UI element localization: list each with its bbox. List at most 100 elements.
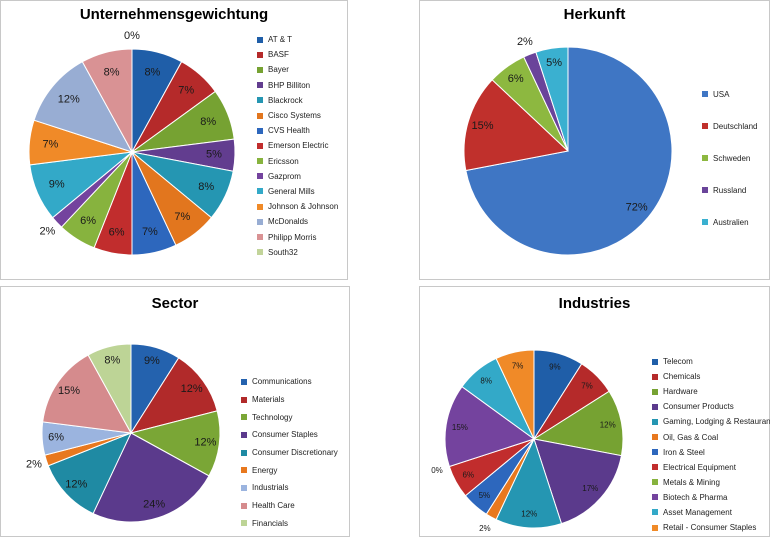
data-label-technology: 12% — [194, 436, 216, 448]
legend-entry-emerson-electric: Emerson Electric — [257, 138, 338, 153]
data-label-consumer-staples: 24% — [143, 498, 165, 510]
legend: AT & T BASF Bayer BHP Billiton Blackrock Cisc… — [257, 32, 338, 260]
legend-swatch — [241, 396, 247, 403]
legend-swatch — [652, 464, 658, 471]
chart-panel-herkunft: Herkunft 72% 15% 6% 2% 5% USA Deutschland Schw… — [419, 0, 770, 280]
legend-label: Schweden — [713, 153, 751, 163]
legend-label: Gazprom — [268, 171, 301, 181]
data-label-deutschland: 15% — [471, 120, 493, 132]
legend-label: Ericsson — [268, 156, 299, 166]
legend-swatch — [652, 524, 658, 531]
legend: Telecom Chemicals Hardware Consumer Product… — [652, 354, 770, 535]
data-label-consumer-discretionary: 12% — [65, 478, 87, 490]
legend-swatch — [652, 388, 658, 395]
legend-entry-iron-steel: Iron & Steel — [652, 445, 770, 460]
legend-label: Electrical Equipment — [663, 462, 736, 472]
pie-chart: 9% 7% 12% 17% 12% 2% 5% 6% 0% 15% 8% 7% — [431, 349, 624, 533]
pie-slice-financials — [87, 343, 132, 434]
legend-entry-energy: Energy — [241, 461, 338, 479]
legend-swatch — [257, 173, 263, 180]
legend-swatch — [257, 234, 263, 241]
legend-entry-hardware: Hardware — [652, 384, 770, 399]
legend-label: Australien — [713, 217, 749, 227]
legend-swatch — [702, 123, 708, 129]
legend-entry-australien: Australien — [702, 206, 757, 238]
legend-label: Cisco Systems — [268, 111, 321, 121]
legend-swatch — [652, 373, 658, 380]
legend-label: CVS Health — [268, 126, 310, 136]
legend-swatch — [652, 494, 658, 501]
legend-swatch — [702, 155, 708, 161]
data-label-communications: 9% — [144, 355, 160, 367]
chart-title: Sector — [151, 295, 199, 312]
legend-entry-financials: Financials — [241, 515, 338, 533]
legend-entry-materials: Materials — [241, 391, 338, 409]
legend-entry-retail-consumer-staples: Retail - Consumer Staples — [652, 520, 770, 535]
legend-entry-general-mills: General Mills — [257, 184, 338, 199]
chart-title: Industries — [558, 295, 631, 312]
legend-swatch — [257, 66, 263, 73]
legend-swatch — [702, 187, 708, 193]
legend-swatch — [257, 249, 263, 256]
chart-panel-unternehmensgewichtung: Unternehmensgewichtung 8% 7% 8% 5% 8% 7% 7% 6% 6… — [0, 0, 348, 280]
legend-entry-russland: Russland — [702, 174, 757, 206]
legend-swatch — [257, 203, 263, 210]
legend-label: Retail - Consumer Staples — [663, 523, 757, 533]
legend-swatch — [241, 414, 247, 421]
legend-swatch — [702, 219, 708, 225]
data-label-iron-steel: 5% — [479, 491, 491, 500]
data-label-chemicals: 7% — [581, 382, 593, 391]
pie-slice-retail-consumer-staples — [495, 349, 535, 440]
pie-chart: 72% 15% 6% 2% 5% — [463, 36, 673, 256]
pie-slice-health-care — [42, 354, 132, 434]
data-label-energy: 2% — [26, 459, 42, 471]
legend-entry-consumer-staples: Consumer Staples — [241, 426, 338, 444]
data-label-basf: 7% — [178, 85, 194, 97]
legend-swatch — [241, 378, 247, 385]
legend-entry-schweden: Schweden — [702, 142, 757, 174]
legend-swatch — [257, 97, 263, 104]
legend-entry-mcdonalds: McDonalds — [257, 214, 338, 229]
pie-slice-biotech-pharma — [444, 385, 536, 468]
legend-entry-ericsson: Ericsson — [257, 154, 338, 169]
legend-swatch — [652, 479, 658, 486]
legend-entry-philipp-morris: Philipp Morris — [257, 229, 338, 244]
data-label-hardware: 12% — [600, 420, 616, 429]
legend-swatch — [652, 418, 658, 425]
legend-swatch — [241, 431, 247, 438]
legend-entry-telecom: Telecom — [652, 354, 770, 369]
legend-entry-oil-gas-coal: Oil, Gas & Coal — [652, 429, 770, 444]
legend-label: Metals & Mining — [663, 477, 720, 487]
data-label-blackrock: 8% — [198, 181, 214, 193]
legend-swatch — [241, 484, 247, 491]
legend: USA Deutschland Schweden Russland Australien — [702, 78, 757, 238]
legend-entry-basf: BASF — [257, 47, 338, 62]
chart-title: Unternehmensgewichtung — [79, 6, 269, 23]
legend-entry-bayer: Bayer — [257, 62, 338, 77]
pie-slice-usa — [465, 46, 673, 256]
chart-panel-sector: Sector 9% 12% 12% 24% 12% 2% 6% 15% 8% Communica… — [0, 286, 350, 537]
legend-label: USA — [713, 89, 730, 99]
data-label-metals-mining: 0% — [431, 466, 443, 475]
legend-label: Financials — [252, 518, 289, 528]
legend-swatch — [257, 82, 263, 89]
data-label-cvs-health: 7% — [142, 226, 158, 238]
legend-entry-electrical-equipment: Electrical Equipment — [652, 460, 770, 475]
legend-entry-technology: Technology — [241, 408, 338, 426]
legend-label: General Mills — [268, 186, 315, 196]
data-label-asset-management: 8% — [480, 377, 492, 386]
legend-label: South32 — [268, 247, 298, 257]
data-label-gazprom: 2% — [39, 225, 55, 237]
chart-title: Herkunft — [563, 6, 626, 23]
legend-label: Biotech & Pharma — [663, 492, 728, 502]
legend-entry-deutschland: Deutschland — [702, 110, 757, 142]
legend-label: Bayer — [268, 65, 289, 75]
legend-swatch — [257, 127, 263, 134]
legend-label: Blackrock — [268, 95, 303, 105]
legend-entry-asset-management: Asset Management — [652, 505, 770, 520]
data-label-retail-consumer-staples: 7% — [512, 361, 524, 370]
legend-label: Deutschland — [713, 121, 758, 131]
legend-label: Oil, Gas & Coal — [663, 432, 719, 442]
pie-slice-consumer-discretionary — [47, 432, 132, 515]
data-label-electrical-equipment: 6% — [463, 471, 475, 480]
